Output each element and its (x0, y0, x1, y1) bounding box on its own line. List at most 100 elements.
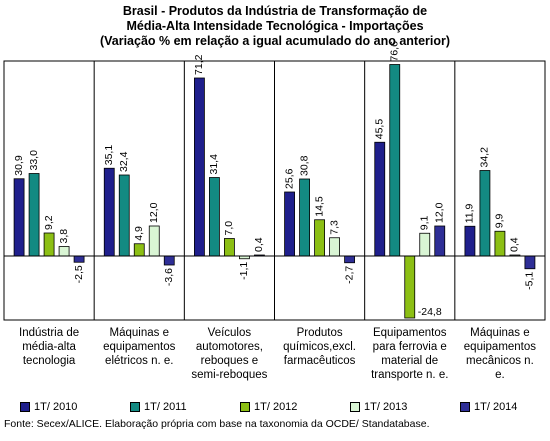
category-label-4: Equipamentos para ferrovia e material de tr… (362, 326, 458, 382)
bar-1t-2010-4 (374, 141, 386, 257)
chart-title-line-1: Brasil - Produtos da Indústria de Transf… (122, 4, 428, 18)
data-label: 32,4 (118, 151, 130, 172)
data-label: -1,1 (238, 262, 250, 280)
category-label-line: reboques e (200, 355, 259, 367)
category-label-line: Produtos (296, 327, 343, 339)
legend-label: 1T/ 2013 (364, 401, 408, 413)
bar-1t-2010-2 (194, 77, 205, 257)
category-label-line: mecânicos n. (466, 355, 534, 367)
bar-1t-2012-5 (494, 230, 506, 257)
bar-1t-2013-4 (419, 232, 431, 257)
bar-1t-2010-5 (464, 225, 476, 257)
category-label-line: Equipamentos (372, 327, 447, 339)
data-label: -24,8 (418, 306, 442, 318)
bar-1t-2012-3 (314, 219, 325, 257)
data-label: 34,2 (479, 147, 491, 168)
category-label-1: Máquinas e equipamentos elétricos n. e. (91, 326, 187, 368)
legend-item: 1T/ 2012 (240, 401, 297, 413)
category-label-line: químicos,excl. (283, 341, 356, 353)
category-label-line: média-alta (22, 341, 76, 353)
category-label-0: Indústria de média-alta tecnologia (1, 326, 97, 368)
category-label-line: equipamentos (103, 341, 176, 353)
bar-1t-2013-0 (58, 246, 70, 257)
category-label-line: tecnologia (22, 355, 76, 367)
data-label: 14,5 (313, 196, 325, 217)
bar-1t-2011-5 (479, 170, 491, 257)
data-label: -3,6 (163, 268, 175, 286)
legend-swatch (460, 402, 470, 412)
category-label-line: farmacêuticos (283, 355, 356, 367)
source-footnote: Fonte: Secex/ALICE. Elaboração própria c… (4, 418, 430, 430)
legend-item: 1T/ 2014 (460, 401, 517, 413)
bar-1t-2014-1 (163, 255, 175, 266)
data-label: 30,8 (298, 155, 310, 176)
category-label-line: Veículos (207, 327, 252, 339)
bar-1t-2011-3 (299, 178, 310, 257)
bar-1t-2012-2 (224, 238, 235, 257)
bar-1t-2010-0 (13, 178, 25, 257)
data-label: 7,0 (223, 221, 235, 236)
bar-1t-2014-0 (73, 255, 85, 263)
data-label: -2,7 (343, 266, 355, 284)
data-label: 25,6 (283, 168, 295, 189)
bar-1t-2011-1 (118, 174, 130, 257)
bar-1t-2011-4 (389, 64, 401, 257)
legend-item: 1T/ 2010 (20, 401, 77, 413)
bar-1t-2013-3 (329, 237, 340, 257)
legend-item: 1T/ 2011 (130, 401, 187, 413)
category-label-3: Produtos químicos,excl. farmacêuticos (272, 326, 368, 368)
category-label-2: Veículos automotores, reboques e semi-reboq… (181, 326, 277, 382)
category-label-line: Indústria de (19, 327, 80, 339)
data-label: -5,1 (524, 272, 536, 290)
legend-label: 1T/ 2014 (474, 401, 518, 413)
data-label: 12,0 (434, 202, 446, 223)
category-label-line: e. (495, 369, 505, 381)
data-label: 45,5 (374, 119, 386, 140)
bar-1t-2013-1 (148, 225, 160, 257)
legend-swatch (130, 402, 140, 412)
legend-swatch (240, 402, 250, 412)
category-label-line: para ferrovia e (372, 341, 447, 353)
chart-title-line-2: Média-Alta Intensidade Tecnológica - Imp… (126, 19, 424, 33)
bar-1t-2010-3 (284, 191, 295, 257)
data-label: 0,4 (253, 237, 265, 252)
legend-label: 1T/ 2011 (144, 401, 187, 413)
bar-1t-2011-2 (209, 177, 220, 257)
bar-1t-2014-4 (434, 225, 446, 257)
category-label-line: Máquinas e (470, 327, 530, 339)
legend-label: 1T/ 2012 (254, 401, 298, 413)
chart-title: Brasil - Produtos da Indústria de Transf… (0, 4, 550, 49)
data-label: 12,0 (148, 202, 160, 223)
chart-title-line-3: (Variação % em relação a igual acumulado… (99, 34, 451, 48)
data-label: 4,9 (133, 226, 145, 241)
data-label: 76,6 (389, 41, 401, 62)
category-label-line: material de (381, 355, 439, 367)
category-label-line: transporte n. e. (371, 369, 449, 381)
data-label: 3,8 (58, 229, 70, 244)
category-label-line: elétricos n. e. (105, 355, 174, 367)
category-label-5: Máquinas e equipamentos mecânicos n. e. (452, 326, 548, 382)
data-label: 71,2 (193, 54, 205, 75)
legend-swatch (350, 402, 360, 412)
category-label-line: automotores, (195, 341, 263, 353)
bar-1t-2011-0 (28, 173, 40, 257)
bar-1t-2014-5 (524, 255, 536, 270)
category-label-line: semi-reboques (191, 369, 268, 381)
data-label: 9,9 (494, 213, 506, 228)
data-label: 9,2 (43, 215, 55, 230)
data-label: 9,1 (419, 215, 431, 230)
chart-legend: 1T/ 2010 1T/ 2011 1T/ 2012 1T/ 2013 1T/ 2014 (0, 401, 550, 415)
data-label: 11,9 (464, 203, 476, 223)
data-label: -2,5 (73, 265, 85, 283)
bar-1t-2014-3 (344, 255, 355, 264)
bar-1t-2012-1 (133, 243, 145, 257)
data-label: 31,4 (208, 154, 220, 175)
data-label: 0,4 (509, 237, 521, 252)
data-label: 33,0 (28, 150, 40, 171)
legend-item: 1T/ 2013 (350, 401, 407, 413)
data-label: 7,3 (328, 220, 340, 235)
data-label: 35,1 (103, 145, 115, 166)
legend-label: 1T/ 2010 (34, 401, 78, 413)
category-label-line: equipamentos (463, 341, 537, 353)
